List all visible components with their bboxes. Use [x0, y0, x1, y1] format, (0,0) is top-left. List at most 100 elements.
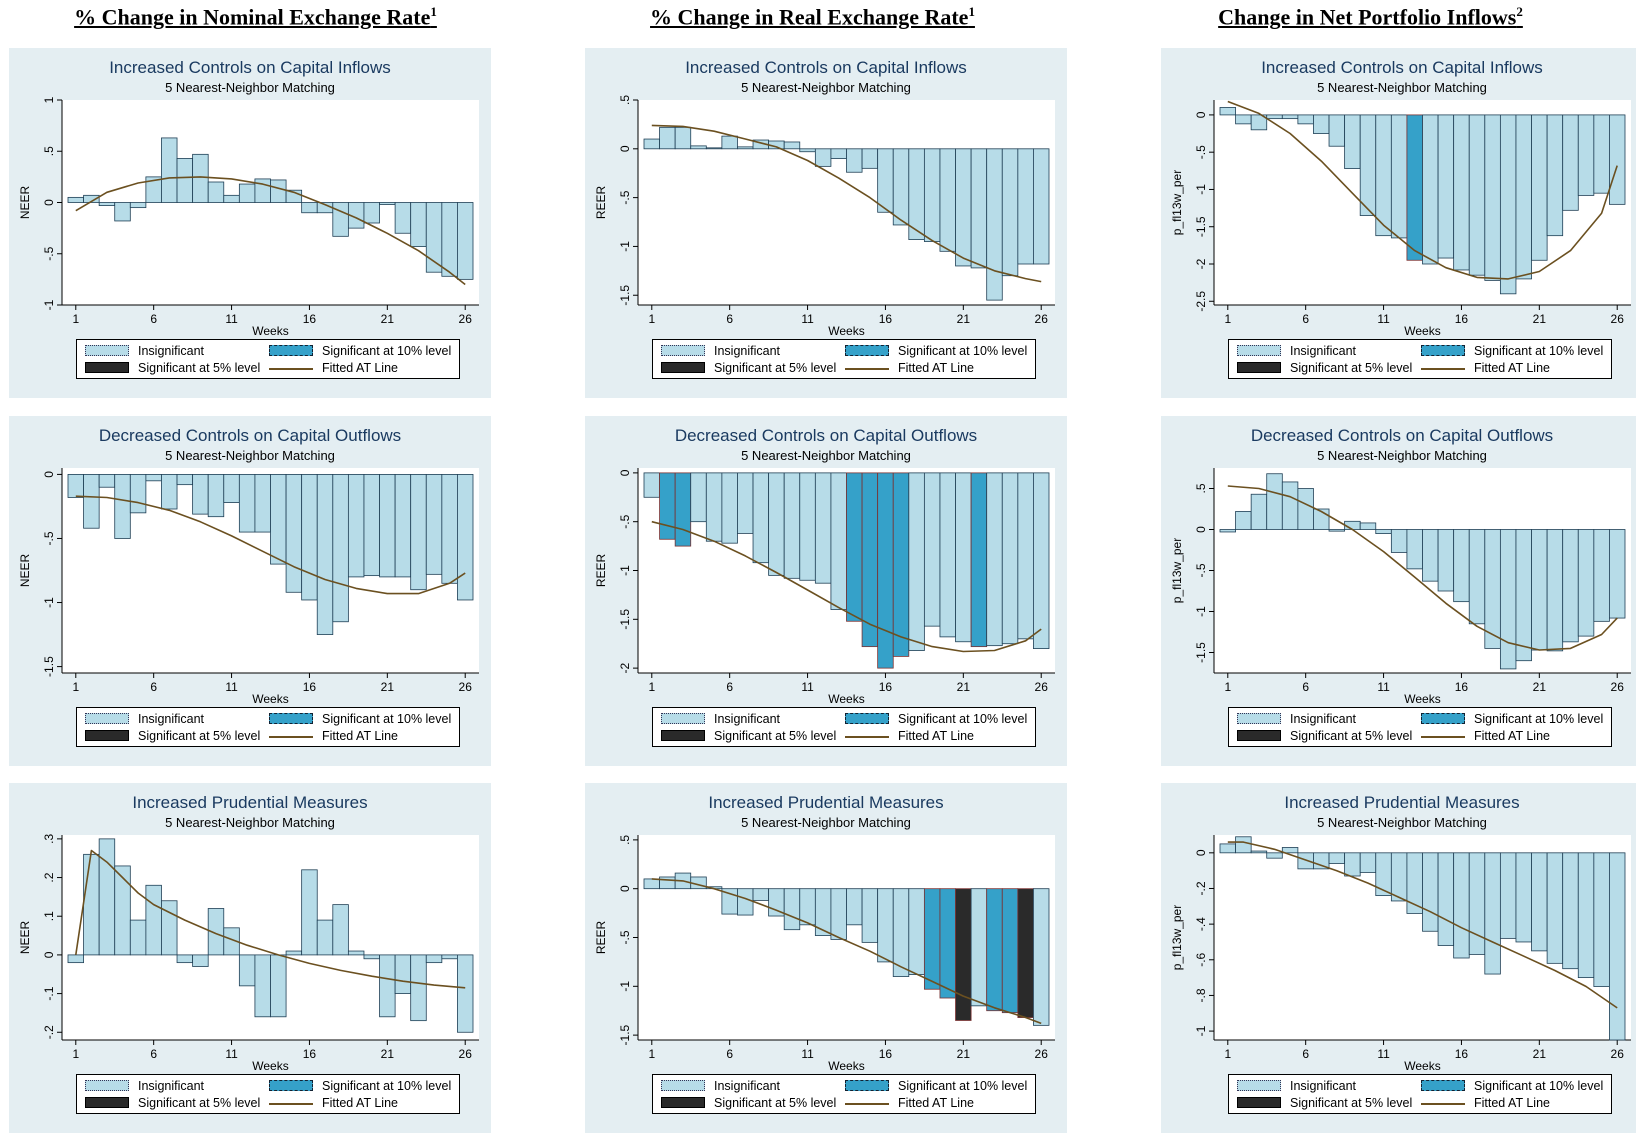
chart-title: Increased Controls on Capital Inflows — [109, 58, 391, 77]
legend-swatch — [661, 1080, 705, 1091]
header-nominal-text: % Change in Nominal Exchange Rate — [74, 4, 431, 30]
legend-label: Significant at 5% level — [138, 729, 261, 743]
bar — [1609, 114, 1626, 205]
x-tick-label: 21 — [381, 680, 395, 694]
bar — [1219, 107, 1236, 116]
legend-swatch — [85, 1080, 129, 1091]
legend-swatch — [1421, 1080, 1465, 1091]
y-axis-label: p_fl13w_per — [1170, 170, 1184, 235]
bar — [768, 472, 785, 576]
bar — [690, 145, 707, 150]
bar — [1219, 843, 1236, 854]
y-tick-label: 1 — [42, 96, 56, 103]
bar — [939, 888, 956, 999]
bar — [861, 148, 879, 169]
bar — [1562, 529, 1579, 643]
legend-swatch — [661, 345, 705, 356]
bar — [176, 954, 194, 964]
bar — [145, 474, 162, 482]
y-tick-label: -.5 — [618, 514, 632, 528]
bar — [98, 474, 116, 488]
chart-panel: Increased Prudential Measures 5 Nearest-N… — [9, 783, 491, 1133]
bar — [1219, 529, 1236, 533]
bar — [1515, 852, 1532, 943]
bar — [846, 148, 863, 173]
bar — [1281, 847, 1299, 854]
y-tick-label: -2 — [618, 662, 632, 673]
legend-swatch — [1421, 345, 1465, 356]
legend-label: Insignificant — [138, 344, 205, 358]
x-axis-label: Weeks — [1404, 1059, 1440, 1073]
chart-panel: Increased Prudential Measures 5 Nearest-N… — [1161, 783, 1636, 1133]
bar — [1375, 529, 1392, 534]
bar — [1359, 852, 1377, 873]
x-tick-label: 26 — [1035, 680, 1049, 694]
chart-subtitle: 5 Nearest-Neighbor Matching — [165, 815, 335, 830]
y-tick-label: -1 — [1194, 184, 1208, 195]
legend-label: Significant at 10% level — [898, 1079, 1028, 1093]
bar — [1468, 114, 1486, 276]
legend-swatch — [269, 1103, 313, 1105]
bar — [1017, 888, 1034, 1018]
bar — [1250, 114, 1268, 131]
bar — [98, 838, 116, 956]
x-tick-label: 16 — [303, 312, 317, 326]
x-tick-label: 21 — [957, 1047, 971, 1061]
x-tick-label: 1 — [648, 680, 655, 694]
legend-label: Significant at 5% level — [138, 361, 261, 375]
y-tick-label: .5 — [618, 835, 632, 845]
legend: Insignificant Significant at 10% level Sig… — [1228, 707, 1612, 747]
legend-swatch — [661, 1097, 705, 1108]
x-axis-label: Weeks — [252, 1059, 288, 1073]
bar — [1609, 852, 1626, 1041]
x-tick-label: 16 — [879, 312, 893, 326]
legend-swatch — [1237, 1080, 1281, 1091]
bar — [1515, 529, 1532, 662]
legend-label: Insignificant — [138, 712, 205, 726]
x-tick-label: 6 — [726, 680, 733, 694]
bar — [1531, 852, 1548, 952]
bar — [316, 474, 334, 635]
bar — [1453, 114, 1470, 271]
x-tick-label: 21 — [381, 312, 395, 326]
x-tick-label: 21 — [957, 680, 971, 694]
x-tick-label: 1 — [72, 1047, 79, 1061]
chart-panel: Increased Controls on Capital Inflows 5 N… — [1161, 48, 1636, 398]
bar — [270, 474, 287, 565]
bar — [877, 472, 894, 669]
legend-label: Significant at 5% level — [714, 1096, 837, 1110]
bar — [877, 888, 894, 963]
x-tick-label: 16 — [1455, 1047, 1469, 1061]
bar — [1499, 852, 1517, 939]
x-axis-label: Weeks — [828, 324, 864, 338]
y-tick-label: -1.5 — [618, 285, 632, 306]
legend-swatch — [845, 345, 889, 356]
bar — [192, 153, 209, 203]
bar — [752, 888, 770, 901]
header-nominal: % Change in Nominal Exchange Rate1 — [18, 4, 493, 38]
bar — [986, 148, 1003, 301]
bar — [379, 202, 396, 205]
bar — [986, 472, 1003, 647]
bar — [1375, 114, 1392, 237]
bar — [301, 202, 318, 214]
legend-label: Significant at 5% level — [1290, 361, 1413, 375]
bar — [1344, 520, 1361, 530]
bar — [347, 950, 365, 956]
fitted-line — [75, 176, 466, 286]
chart-subtitle: 5 Nearest-Neighbor Matching — [165, 448, 335, 463]
y-tick-label: -.1 — [42, 986, 56, 1000]
legend-label: Fitted AT Line — [322, 729, 398, 743]
bar — [955, 888, 972, 1021]
bar — [737, 888, 754, 916]
chart-subtitle: 5 Nearest-Neighbor Matching — [1317, 80, 1487, 95]
x-tick-label: 11 — [1377, 1047, 1390, 1061]
bar — [441, 954, 458, 960]
y-tick-label: 0 — [42, 471, 56, 478]
y-tick-label: .2 — [42, 872, 56, 882]
bar — [410, 954, 427, 1022]
bar — [1546, 114, 1564, 237]
fitted-line — [651, 124, 1042, 283]
